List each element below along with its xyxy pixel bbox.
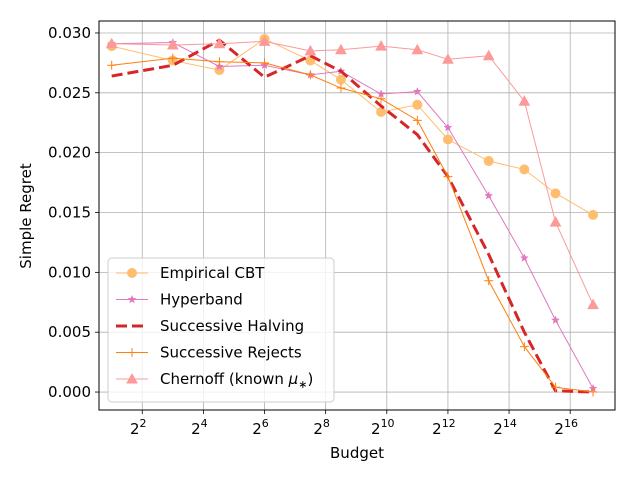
data-point xyxy=(482,49,495,61)
y-tick-label: 0.005 xyxy=(48,323,91,341)
data-point xyxy=(484,276,494,286)
x-tick-label: 212 xyxy=(432,417,456,438)
legend-item: Successive Halving xyxy=(116,317,304,335)
data-point xyxy=(376,94,386,104)
data-point xyxy=(518,95,531,106)
x-tick-label: 24 xyxy=(191,417,208,438)
x-tick-label: 214 xyxy=(493,417,517,438)
legend-item: Empirical CBT xyxy=(116,264,265,282)
data-point xyxy=(588,387,598,397)
data-point xyxy=(443,172,453,182)
y-tick-label: 0.010 xyxy=(48,263,91,281)
data-point xyxy=(335,43,347,55)
y-tick-label: 0.030 xyxy=(48,24,91,42)
data-point xyxy=(519,342,529,352)
data-point xyxy=(305,70,315,80)
legend-item: Hyperband xyxy=(116,291,243,309)
data-point xyxy=(484,191,494,200)
legend-item: Chernoff (known μ∗) xyxy=(116,370,313,391)
data-point xyxy=(105,37,118,49)
data-point xyxy=(166,38,179,50)
legend-marker xyxy=(127,294,137,304)
legend-label: Successive Halving xyxy=(160,317,304,335)
data-point xyxy=(168,53,178,63)
data-point xyxy=(304,44,317,56)
legend-label: Chernoff (known μ∗) xyxy=(160,370,313,391)
data-point xyxy=(412,99,423,110)
data-point xyxy=(551,315,561,325)
data-point xyxy=(107,60,117,70)
legend-marker xyxy=(126,372,138,384)
y-tick-label: 0.020 xyxy=(48,144,91,162)
data-point xyxy=(587,298,599,310)
x-tick-label: 216 xyxy=(554,417,578,438)
data-point xyxy=(412,86,422,96)
data-point xyxy=(260,58,270,68)
legend-label: Successive Rejects xyxy=(160,344,302,362)
ticks-layer: 22 24 26 28 210 212 214 216 0.000 0.005 0.010 0.015… xyxy=(48,24,578,438)
data-point xyxy=(549,216,562,227)
data-point xyxy=(258,35,271,46)
y-tick-label: 0.015 xyxy=(48,204,91,222)
legend-item: Successive Rejects xyxy=(116,344,302,362)
y-tick-label: 0.025 xyxy=(48,84,91,102)
data-point xyxy=(550,188,561,199)
plot-frame xyxy=(98,20,616,411)
data-point xyxy=(443,122,453,132)
data-point xyxy=(214,57,224,67)
x-tick-label: 210 xyxy=(371,417,395,438)
x-tick-label: 28 xyxy=(313,417,330,438)
data-point xyxy=(483,156,494,167)
series-layer xyxy=(105,33,599,397)
legend-label: Empirical CBT xyxy=(160,264,265,282)
x-tick-label: 26 xyxy=(252,417,269,438)
data-point xyxy=(411,43,424,55)
legend-marker xyxy=(127,268,137,278)
series-4 xyxy=(105,35,599,310)
data-point xyxy=(336,83,346,93)
legend-label: Hyperband xyxy=(160,291,243,309)
x-axis-label: Budget xyxy=(330,444,384,462)
series-line xyxy=(111,38,594,216)
legend-box xyxy=(107,257,335,403)
y-tick-label: 0.000 xyxy=(48,383,91,401)
data-point xyxy=(551,382,561,392)
data-point xyxy=(588,209,599,220)
legend: Empirical CBT Hyperband Successive Halving… xyxy=(107,257,335,403)
series-3 xyxy=(107,53,598,397)
data-point xyxy=(519,164,530,175)
y-axis-label: Simple Regret xyxy=(17,163,35,269)
data-point xyxy=(335,74,346,85)
data-point xyxy=(442,134,453,145)
data-point xyxy=(519,253,529,262)
data-point xyxy=(442,53,454,64)
data-point xyxy=(375,40,387,51)
data-point xyxy=(376,106,387,117)
x-tick-label: 22 xyxy=(130,417,147,438)
data-point xyxy=(213,37,226,49)
legend-marker xyxy=(127,348,137,357)
data-point xyxy=(412,115,422,125)
